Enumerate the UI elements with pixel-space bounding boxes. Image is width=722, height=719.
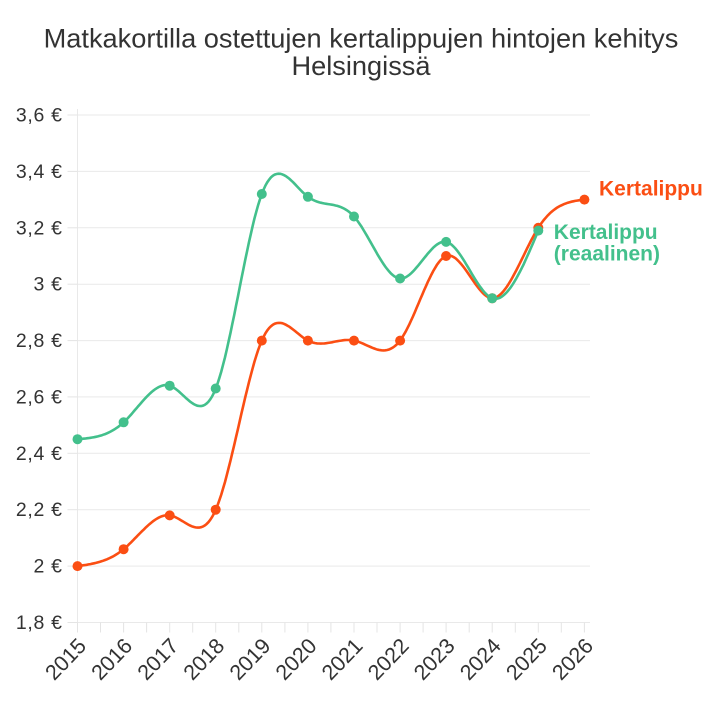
svg-text:Matkakortilla ostettujen kerta: Matkakortilla ostettujen kertalippujen h…: [44, 23, 679, 54]
svg-text:3,2 €: 3,2 €: [16, 217, 63, 239]
svg-text:2 €: 2 €: [33, 556, 62, 578]
svg-text:(reaalinen): (reaalinen): [554, 242, 660, 265]
svg-text:Helsingissä: Helsingissä: [291, 50, 431, 81]
svg-text:2,8 €: 2,8 €: [16, 330, 63, 352]
svg-text:3 €: 3 €: [33, 274, 62, 296]
svg-text:1,8 €: 1,8 €: [16, 612, 63, 634]
svg-text:2,4 €: 2,4 €: [16, 443, 63, 465]
svg-text:2,6 €: 2,6 €: [16, 386, 63, 408]
svg-text:3,6 €: 3,6 €: [16, 105, 63, 127]
svg-text:Kertalippu: Kertalippu: [599, 178, 703, 201]
svg-text:Kertalippu: Kertalippu: [554, 221, 658, 244]
svg-text:3,4 €: 3,4 €: [16, 161, 63, 183]
svg-text:2,2 €: 2,2 €: [16, 499, 63, 521]
